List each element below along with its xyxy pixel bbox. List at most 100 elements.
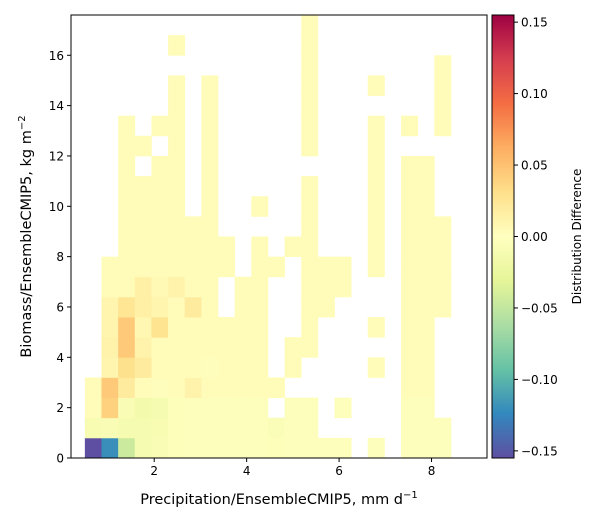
heatmap-cell xyxy=(101,417,119,439)
heatmap-cell xyxy=(151,236,169,258)
heatmap-cell xyxy=(134,417,152,439)
heatmap-cell xyxy=(367,256,385,278)
heatmap-cell xyxy=(118,437,136,459)
colorbar-tick-label: 0.00 xyxy=(521,230,548,244)
heatmap-cell xyxy=(334,276,352,298)
colorbar-tick-label: −0.05 xyxy=(521,301,558,315)
heatmap-cell xyxy=(417,417,435,439)
heatmap-cell xyxy=(417,397,435,419)
heatmap-cell xyxy=(301,135,319,157)
heatmap-cell xyxy=(151,276,169,298)
y-axis-label-exponent: −2 xyxy=(17,115,28,130)
y-axis-label: Biomass/EnsembleCMIP5, kg m−2 xyxy=(17,115,35,357)
colorbar-tick-label: −0.10 xyxy=(521,373,558,387)
heatmap-cell xyxy=(284,337,302,358)
heatmap-cell xyxy=(317,276,335,298)
heatmap-cell xyxy=(367,216,385,237)
heatmap-cell xyxy=(417,437,435,459)
heatmap-cell xyxy=(417,216,435,237)
heatmap-cell xyxy=(151,377,169,398)
heatmap-cell xyxy=(118,276,136,298)
heatmap-cell xyxy=(151,417,169,439)
heatmap-cell xyxy=(134,276,152,298)
heatmap-cell xyxy=(84,417,102,439)
heatmap-cell xyxy=(168,216,186,237)
heatmap-cell xyxy=(168,95,186,117)
heatmap-cell xyxy=(367,357,385,378)
heatmap-cell xyxy=(184,337,202,358)
heatmap-cell xyxy=(367,236,385,258)
heatmap-cell xyxy=(367,115,385,137)
heatmap-cell xyxy=(151,256,169,278)
heatmap-cell xyxy=(367,155,385,177)
heatmap-cell xyxy=(284,236,302,258)
x-axis-label-exponent: −1 xyxy=(403,490,418,501)
heatmap-cell xyxy=(151,357,169,378)
heatmap-cell xyxy=(267,256,285,278)
heatmap-cell xyxy=(118,337,136,358)
heatmap-cell xyxy=(217,377,236,398)
heatmap-cell xyxy=(118,216,136,237)
heatmap-cell xyxy=(301,397,319,419)
heatmap-cell xyxy=(301,256,319,278)
heatmap-cell xyxy=(134,377,152,398)
heatmap-cell xyxy=(234,437,252,459)
heatmap-cell xyxy=(201,276,219,298)
heatmap-cell xyxy=(151,337,169,358)
heatmap-cell xyxy=(134,437,152,459)
heatmap-cell xyxy=(251,196,269,217)
heatmap-cell xyxy=(134,135,152,157)
heatmap-cell xyxy=(301,196,319,217)
heatmap-cell xyxy=(434,75,452,96)
heatmap-cell xyxy=(401,115,419,137)
heatmap-cell xyxy=(401,357,419,378)
y-tick-label: 14 xyxy=(49,99,64,113)
heatmap-cell xyxy=(151,155,169,177)
heatmap-cell xyxy=(401,196,419,217)
heatmap-cell xyxy=(118,317,136,338)
heatmap-cell xyxy=(217,397,236,419)
heatmap-cell xyxy=(317,296,335,318)
heatmap-cell xyxy=(301,296,319,318)
heatmap-cell xyxy=(417,176,435,197)
y-tick-label: 12 xyxy=(49,149,64,163)
y-axis-ticks: 0 2 4 6 8 10 12 14 16 xyxy=(49,49,71,466)
heatmap-cell xyxy=(201,357,219,378)
heatmap-cell xyxy=(251,437,269,459)
y-axis-label-text: Biomass/EnsembleCMIP5, kg m xyxy=(19,130,35,357)
heatmap-cell xyxy=(267,377,285,398)
heatmap-cell xyxy=(134,397,152,419)
heatmap-cell xyxy=(417,196,435,217)
heatmap-cell xyxy=(168,115,186,137)
heatmap-cell xyxy=(417,236,435,258)
x-axis-label-text: Precipitation/EnsembleCMIP5, mm d xyxy=(140,492,403,508)
heatmap-cell xyxy=(151,317,169,338)
x-axis-label: Precipitation/EnsembleCMIP5, mm d−1 xyxy=(140,490,418,508)
y-tick-label: 6 xyxy=(56,300,64,314)
plot-frame xyxy=(70,14,488,459)
heatmap-cell xyxy=(134,176,152,197)
x-tick-label: 6 xyxy=(335,464,343,478)
heatmap-cell xyxy=(184,256,202,278)
heatmap-cell xyxy=(417,276,435,298)
heatmap-cell xyxy=(234,296,252,318)
heatmap-cell xyxy=(251,276,269,298)
heatmap-cell xyxy=(201,397,219,419)
heatmap-cell xyxy=(434,95,452,117)
x-axis-ticks: 2 4 6 8 xyxy=(150,458,435,478)
y-tick-label: 4 xyxy=(56,351,64,365)
heatmap-cell xyxy=(168,135,186,157)
heatmap-cell xyxy=(234,377,252,398)
heatmap-cell xyxy=(234,397,252,419)
colorbar xyxy=(491,14,515,459)
heatmap-cell xyxy=(184,377,202,398)
heatmap-cell xyxy=(367,437,385,459)
heatmap-cell xyxy=(84,377,102,398)
heatmap-cell xyxy=(317,437,335,459)
heatmap-cell xyxy=(168,337,186,358)
heatmap-cell xyxy=(217,236,236,258)
heatmap-cell xyxy=(434,216,452,237)
heatmap-cell xyxy=(301,35,319,56)
heatmap-cell xyxy=(168,437,186,459)
